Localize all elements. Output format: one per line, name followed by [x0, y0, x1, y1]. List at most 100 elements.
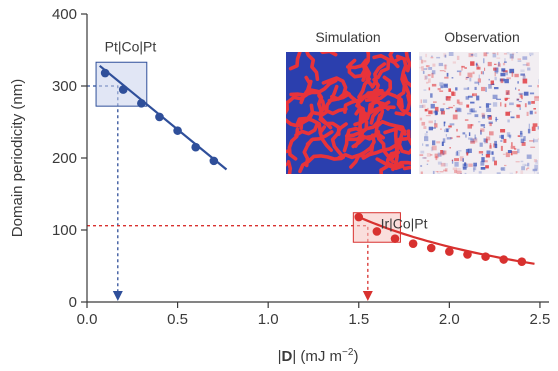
- observation-speck: [451, 159, 454, 164]
- observation-speck: [444, 168, 448, 172]
- y-tick-label-0: 0: [69, 294, 77, 311]
- point-pt-co-pt-6: [209, 156, 219, 166]
- observation-speck: [531, 101, 535, 104]
- reference-line-1: [87, 225, 369, 292]
- observation-speck: [434, 123, 438, 128]
- observation-speck: [472, 138, 478, 143]
- observation-speck: [434, 106, 439, 112]
- observation-speck: [443, 163, 448, 167]
- observation-speck: [501, 134, 504, 140]
- observation-speck: [454, 161, 459, 167]
- observation-speck: [492, 156, 495, 162]
- observation-speck: [505, 71, 508, 76]
- x-tick-label-3: 1.5: [348, 311, 369, 328]
- observation-speck: [485, 154, 490, 158]
- observation-speck: [494, 160, 497, 166]
- observation-speck: [504, 61, 507, 63]
- observation-speck: [474, 81, 479, 84]
- observation-speck: [498, 61, 500, 67]
- observation-speck: [490, 80, 494, 85]
- observation-speck: [524, 103, 527, 108]
- observation-speck: [473, 167, 475, 172]
- observation-speck: [420, 150, 425, 154]
- observation-speck: [430, 103, 435, 109]
- observation-speck: [492, 94, 498, 99]
- observation-speck: [461, 65, 463, 71]
- observation-speck: [430, 56, 434, 59]
- observation-speck: [423, 89, 427, 91]
- observation-speck: [478, 121, 481, 123]
- observation-speck: [439, 70, 445, 72]
- observation-speck: [419, 117, 423, 121]
- observation-speck: [485, 103, 490, 108]
- observation-speck: [452, 61, 456, 64]
- observation-speck: [515, 87, 517, 90]
- observation-speck: [516, 52, 518, 54]
- observation-speck: [513, 151, 518, 155]
- observation-speck: [440, 85, 444, 89]
- inset-observation-title: Observation: [444, 29, 519, 45]
- observation-speck: [428, 78, 431, 83]
- observation-speck: [471, 53, 475, 56]
- observation-speck: [426, 131, 428, 133]
- observation-speck: [531, 126, 536, 131]
- observation-speck: [457, 108, 462, 113]
- observation-speck: [479, 142, 483, 147]
- observation-speck: [482, 71, 484, 75]
- observation-speck: [534, 111, 537, 114]
- observation-speck: [468, 132, 471, 136]
- observation-speck: [527, 67, 531, 71]
- observation-speck: [522, 64, 528, 66]
- observation-speck: [488, 121, 493, 124]
- observation-speck: [496, 172, 501, 174]
- observation-speck: [465, 149, 470, 154]
- observation-speck: [536, 172, 539, 174]
- observation-speck: [470, 61, 475, 66]
- observation-speck: [455, 87, 458, 91]
- observation-speck: [466, 104, 470, 108]
- observation-speck: [518, 92, 524, 95]
- observation-speck: [431, 55, 433, 57]
- observation-speck: [487, 61, 492, 67]
- y-axis-label: Domain periodicity (nm): [9, 79, 26, 237]
- observation-speck: [523, 91, 529, 96]
- observation-speck: [483, 160, 488, 163]
- observation-speck: [473, 165, 477, 171]
- observation-speck: [487, 115, 492, 117]
- observation-speck: [493, 67, 497, 71]
- observation-speck: [481, 86, 486, 92]
- observation-speck: [451, 159, 453, 162]
- observation-speck: [445, 128, 451, 130]
- observation-speck: [503, 138, 507, 143]
- observation-speck: [437, 171, 439, 173]
- observation-speck: [431, 72, 434, 78]
- observation-speck: [509, 172, 513, 174]
- inset-observation-background: [419, 52, 539, 174]
- observation-speck: [439, 90, 444, 92]
- observation-speck: [455, 107, 461, 112]
- observation-speck: [461, 65, 465, 68]
- point-ir-co-pt-4: [426, 243, 436, 253]
- observation-speck: [458, 150, 462, 152]
- observation-speck: [450, 137, 453, 139]
- observation-speck: [466, 77, 469, 79]
- observation-speck: [426, 160, 430, 162]
- observation-speck: [483, 58, 485, 64]
- point-ir-co-pt-1: [372, 227, 382, 236]
- observation-speck: [470, 54, 474, 56]
- observation-speck: [527, 167, 530, 169]
- observation-speck: [422, 157, 427, 159]
- y-tick-label-3: 300: [52, 78, 77, 95]
- observation-speck: [481, 153, 483, 156]
- observation-speck: [431, 83, 437, 87]
- observation-speck: [437, 152, 442, 157]
- observation-speck: [425, 65, 430, 67]
- observation-speck: [504, 78, 509, 84]
- observation-speck: [478, 74, 480, 79]
- observation-speck: [426, 153, 431, 157]
- observation-speck: [512, 52, 515, 56]
- observation-speck: [527, 101, 531, 105]
- observation-speck: [431, 70, 436, 75]
- observation-speck: [522, 56, 528, 60]
- observation-speck: [480, 130, 482, 135]
